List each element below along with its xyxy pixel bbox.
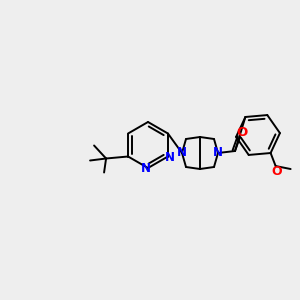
Text: N: N (177, 146, 187, 158)
Text: N: N (165, 151, 175, 164)
Text: N: N (213, 146, 223, 158)
Text: O: O (236, 125, 247, 139)
Text: O: O (271, 164, 282, 178)
Text: N: N (141, 163, 151, 176)
